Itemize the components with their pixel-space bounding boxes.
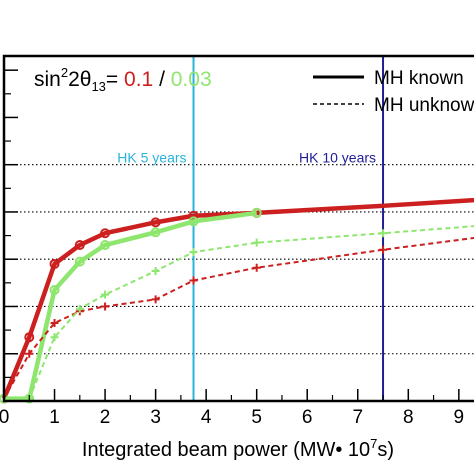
data-point [49, 258, 60, 269]
data-point [252, 263, 261, 272]
x-tick-label: 8 [403, 407, 414, 428]
data-point [150, 227, 161, 238]
series-line [1, 197, 474, 400]
x-tick-label: 0 [0, 407, 9, 428]
plot-frame [2, 54, 474, 403]
x-tick-label: 2 [100, 407, 111, 428]
series-line [3, 236, 474, 400]
x-tick-label: 3 [150, 407, 161, 428]
x-tick-label: 1 [49, 407, 60, 428]
data-point [74, 256, 85, 267]
data-point [252, 238, 261, 247]
data-point [100, 228, 111, 239]
data-point [101, 302, 110, 311]
x-tick-label: 7 [352, 407, 363, 428]
data-point [379, 245, 388, 254]
series-line [4, 225, 474, 400]
gridlines [4, 164, 474, 355]
x-tick-label: 9 [454, 407, 465, 428]
value-0.03-label: 0.03 [171, 68, 212, 91]
legend: MH known MH unknow [313, 68, 474, 116]
data-point [74, 240, 85, 251]
data-point [24, 332, 35, 343]
data-point [101, 290, 110, 299]
reference-line-label: HK 5 years [117, 149, 186, 165]
legend-item-mh-unknown: MH unknow [374, 95, 474, 116]
data-point [100, 240, 111, 251]
x-tick-label: 4 [201, 407, 212, 428]
x-axis-label: Integrated beam power (MW• 107s) [82, 436, 394, 461]
parameter-label: sin22θ13= 0.1 / 0.03 [34, 65, 212, 94]
data-point [25, 349, 34, 358]
value-0.1-label: 0.1 [124, 68, 153, 91]
legend-item-mh-known: MH known [374, 68, 464, 89]
data-point [150, 217, 161, 228]
data-point [188, 216, 199, 227]
data-point [50, 333, 59, 342]
data-point [379, 229, 388, 238]
data-point [151, 267, 160, 276]
x-tick-label: 5 [251, 407, 262, 428]
data-point [75, 304, 84, 313]
data-point [189, 276, 198, 285]
x-tick-label: 6 [302, 407, 313, 428]
data-point [50, 319, 59, 328]
reference-lines: HK 5 years HK 10 years [117, 56, 385, 401]
data-point [151, 295, 160, 304]
data-point [189, 248, 198, 257]
data-point [251, 207, 262, 218]
data-point [49, 284, 60, 295]
reference-line-label: HK 10 years [299, 149, 376, 165]
data-series [0, 197, 474, 404]
axes: 0 1 2 3 4 5 6 7 8 9 [0, 69, 465, 428]
series-line [4, 210, 257, 401]
